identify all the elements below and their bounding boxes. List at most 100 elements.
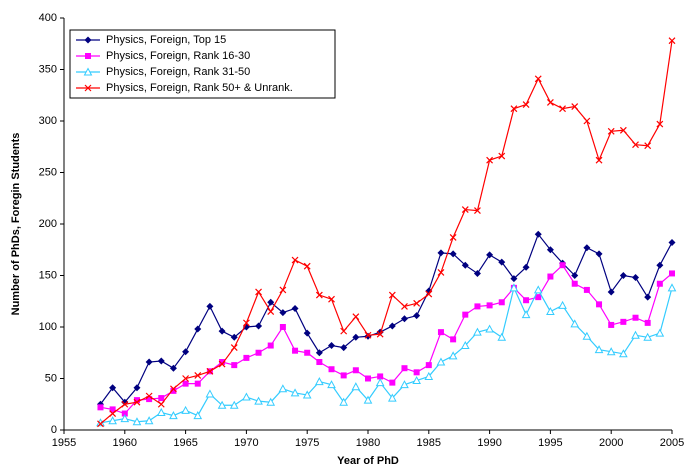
marker (413, 312, 421, 320)
marker (97, 420, 104, 428)
marker (522, 263, 530, 271)
marker (315, 291, 323, 299)
marker (363, 395, 373, 404)
marker (595, 156, 603, 164)
marker (194, 371, 202, 379)
marker (400, 380, 409, 389)
marker (401, 365, 408, 372)
marker (120, 414, 130, 423)
marker (546, 306, 555, 316)
marker (133, 384, 141, 392)
marker (449, 233, 457, 241)
marker (278, 384, 288, 393)
marker (218, 360, 226, 368)
marker (583, 286, 590, 293)
marker (521, 310, 531, 319)
marker (133, 397, 140, 404)
marker (669, 270, 675, 277)
marker (607, 127, 615, 135)
marker (365, 375, 371, 382)
marker (389, 379, 396, 386)
marker (644, 293, 652, 301)
y-axis-label: Number of PhDs, Foregin Students (10, 133, 22, 316)
marker (328, 366, 335, 373)
marker (267, 298, 275, 306)
marker (193, 411, 203, 420)
marker (606, 347, 616, 356)
marker (97, 404, 104, 411)
marker (303, 329, 311, 337)
marker (194, 325, 202, 333)
marker (413, 369, 420, 376)
marker (255, 349, 262, 356)
marker (231, 362, 238, 369)
marker (497, 332, 507, 341)
marker (436, 357, 446, 366)
y-tick-label: 300 (39, 115, 57, 127)
marker (558, 300, 567, 309)
marker (509, 283, 519, 292)
marker (510, 275, 518, 283)
marker (388, 322, 396, 330)
marker (535, 294, 542, 301)
marker (84, 84, 92, 92)
marker (242, 319, 250, 327)
marker (546, 246, 554, 254)
marker (473, 327, 482, 336)
marker (437, 329, 444, 336)
series-line (99, 233, 673, 405)
marker (109, 410, 117, 417)
marker (375, 378, 385, 387)
marker (668, 37, 676, 45)
marker (303, 262, 311, 270)
y-tick-label: 350 (39, 63, 57, 75)
marker (328, 342, 336, 350)
marker (352, 313, 360, 321)
x-tick-label: 1960 (113, 437, 137, 449)
marker (401, 302, 408, 310)
marker (340, 372, 347, 379)
marker (559, 105, 566, 113)
x-tick-label: 1975 (295, 437, 319, 449)
y-tick-label: 400 (39, 12, 57, 24)
marker (182, 348, 190, 356)
marker (291, 256, 299, 264)
marker (582, 331, 592, 340)
marker (523, 297, 530, 304)
marker (667, 283, 677, 292)
marker (425, 290, 433, 298)
marker (267, 342, 274, 349)
x-tick-label: 1995 (538, 437, 562, 449)
y-tick-label: 50 (45, 372, 57, 384)
marker (449, 250, 457, 258)
marker (83, 67, 93, 76)
marker (84, 36, 92, 44)
marker (570, 319, 580, 328)
marker (448, 351, 458, 360)
marker (351, 382, 361, 391)
marker (498, 152, 506, 160)
marker (158, 395, 165, 402)
marker (292, 347, 299, 354)
marker (352, 367, 359, 374)
marker (169, 364, 177, 372)
marker (243, 354, 250, 361)
marker (619, 272, 627, 279)
marker (631, 330, 640, 339)
marker (205, 389, 215, 398)
marker (254, 396, 263, 405)
marker (583, 117, 591, 125)
marker (437, 249, 445, 257)
marker (413, 299, 421, 307)
marker (510, 105, 518, 113)
marker (340, 344, 348, 352)
marker (437, 268, 445, 276)
marker (474, 303, 481, 310)
marker (571, 280, 578, 287)
marker (498, 258, 506, 266)
marker (522, 101, 530, 108)
marker (632, 274, 640, 282)
marker (400, 315, 408, 323)
marker (85, 53, 91, 59)
